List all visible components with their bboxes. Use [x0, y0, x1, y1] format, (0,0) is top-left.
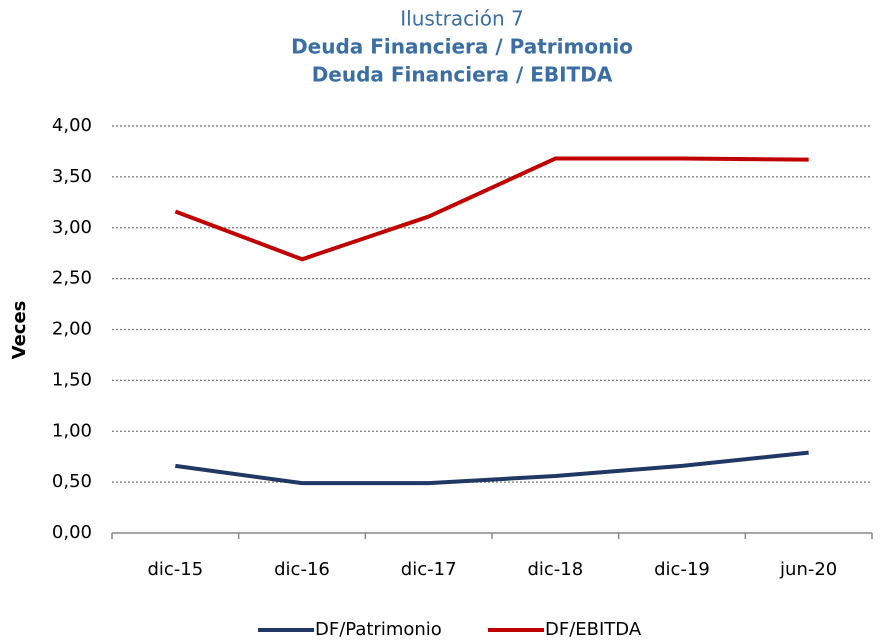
chart-subtitle: Deuda Financiera / EBITDA [312, 63, 613, 87]
x-tick-label: dic-17 [401, 559, 457, 580]
y-tick-label: 1,00 [52, 420, 92, 441]
y-tick-label: 0,50 [52, 471, 92, 492]
series-line [174, 156, 809, 262]
chart-subtitle: Deuda Financiera / Patrimonio [291, 35, 633, 59]
x-tick-label: dic-19 [654, 559, 710, 580]
chart-title: Ilustración 7 [400, 7, 523, 31]
legend-label: DF/Patrimonio [315, 619, 442, 640]
y-tick-label: 2,00 [52, 319, 92, 340]
legend-label: DF/EBITDA [545, 619, 642, 640]
x-tick-label: dic-16 [274, 559, 330, 580]
y-tick-label: 2,50 [52, 268, 92, 289]
y-tick-label: 4,00 [52, 115, 92, 136]
x-tick-label: dic-18 [527, 559, 583, 580]
x-tick-label: jun-20 [779, 559, 837, 580]
series-line [175, 450, 809, 486]
y-tick-label: 3,00 [52, 217, 92, 238]
y-tick-label: 1,50 [52, 369, 92, 390]
y-tick-label: 3,50 [52, 166, 92, 187]
x-tick-label: dic-15 [147, 559, 203, 580]
y-tick-label: 0,00 [52, 522, 92, 543]
y-axis-label: Veces [9, 301, 30, 360]
